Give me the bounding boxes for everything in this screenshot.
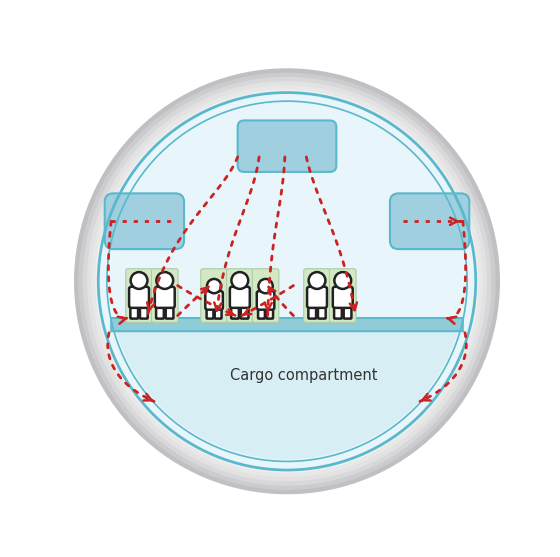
FancyBboxPatch shape — [307, 287, 327, 308]
Circle shape — [309, 272, 325, 289]
FancyBboxPatch shape — [207, 307, 213, 319]
Circle shape — [74, 69, 500, 494]
FancyBboxPatch shape — [129, 287, 149, 308]
FancyBboxPatch shape — [266, 307, 273, 319]
FancyBboxPatch shape — [318, 305, 326, 319]
Text: Cargo compartment: Cargo compartment — [230, 368, 378, 383]
FancyBboxPatch shape — [231, 305, 239, 319]
FancyBboxPatch shape — [155, 287, 175, 308]
FancyBboxPatch shape — [201, 268, 227, 323]
Polygon shape — [109, 331, 465, 460]
Circle shape — [79, 74, 495, 489]
FancyBboxPatch shape — [215, 307, 222, 319]
Circle shape — [99, 92, 475, 470]
Circle shape — [334, 272, 351, 289]
FancyBboxPatch shape — [258, 307, 265, 319]
FancyBboxPatch shape — [237, 120, 337, 172]
Circle shape — [207, 279, 221, 293]
FancyBboxPatch shape — [390, 193, 469, 249]
FancyBboxPatch shape — [257, 291, 274, 310]
FancyBboxPatch shape — [304, 268, 330, 323]
FancyBboxPatch shape — [206, 291, 223, 310]
Circle shape — [100, 95, 474, 468]
FancyBboxPatch shape — [309, 305, 316, 319]
FancyBboxPatch shape — [252, 268, 279, 323]
FancyBboxPatch shape — [156, 305, 164, 319]
Circle shape — [231, 272, 248, 289]
Circle shape — [87, 82, 487, 481]
FancyBboxPatch shape — [166, 305, 174, 319]
Circle shape — [156, 272, 173, 289]
FancyBboxPatch shape — [329, 268, 356, 323]
Circle shape — [92, 86, 482, 476]
FancyBboxPatch shape — [126, 268, 152, 323]
FancyBboxPatch shape — [130, 305, 138, 319]
FancyBboxPatch shape — [140, 305, 148, 319]
FancyBboxPatch shape — [333, 287, 353, 308]
FancyBboxPatch shape — [334, 305, 342, 319]
Circle shape — [130, 272, 147, 289]
FancyBboxPatch shape — [110, 317, 464, 331]
FancyBboxPatch shape — [344, 305, 352, 319]
FancyBboxPatch shape — [151, 268, 178, 323]
FancyBboxPatch shape — [105, 193, 184, 249]
Circle shape — [258, 279, 273, 293]
FancyBboxPatch shape — [241, 305, 249, 319]
Circle shape — [83, 77, 491, 485]
FancyBboxPatch shape — [227, 268, 253, 323]
Circle shape — [96, 90, 478, 472]
FancyBboxPatch shape — [230, 287, 250, 308]
